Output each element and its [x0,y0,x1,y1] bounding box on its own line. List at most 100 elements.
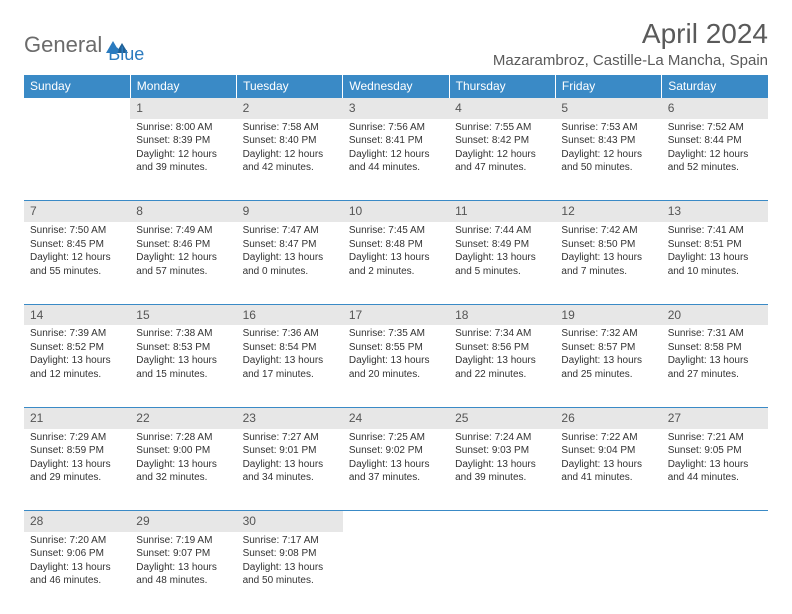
day-d2: and 50 minutes. [243,574,337,588]
day-sunset: Sunset: 9:01 PM [243,444,337,458]
day-cell: Sunrise: 7:55 AMSunset: 8:42 PMDaylight:… [449,119,555,201]
day-sunrise: Sunrise: 7:44 AM [455,224,549,238]
day-sunrise: Sunrise: 7:28 AM [136,431,230,445]
day-cell: Sunrise: 7:20 AMSunset: 9:06 PMDaylight:… [24,532,130,614]
day-number: 2 [237,98,343,119]
day-d1: Daylight: 13 hours [30,354,124,368]
day-sunset: Sunset: 8:55 PM [349,341,443,355]
day-sunset: Sunset: 8:39 PM [136,134,230,148]
day-sunset: Sunset: 9:02 PM [349,444,443,458]
day-cell: Sunrise: 7:45 AMSunset: 8:48 PMDaylight:… [343,222,449,304]
day-data-row: Sunrise: 7:20 AMSunset: 9:06 PM Daylight:… [24,532,768,614]
day-sunrise: Sunrise: 7:58 AM [243,121,337,135]
day-number: 6 [662,98,768,119]
day-cell: Sunrise: 7:44 AMSunset: 8:49 PMDaylight:… [449,222,555,304]
day-sunrise: Sunrise: 7:19 AM [136,534,230,548]
logo: General Blue [24,24,144,65]
day-number [662,511,768,532]
title-block: April 2024 Mazarambroz, Castille-La Manc… [493,18,768,69]
day-number: 21 [24,407,130,428]
day-sunrise: Sunrise: 7:20 AM [30,534,124,548]
day-d1: Daylight: 13 hours [349,458,443,472]
day-sunrise: Sunrise: 7:25 AM [349,431,443,445]
day-sunrise: Sunrise: 7:53 AM [561,121,655,135]
day-cell [449,532,555,614]
day-d1: Daylight: 13 hours [455,354,549,368]
day-cell: Sunrise: 7:24 AMSunset: 9:03 PMDaylight:… [449,429,555,511]
day-cell: Sunrise: 7:31 AMSunset: 8:58 PMDaylight:… [662,325,768,407]
weekday-header: Thursday [449,75,555,98]
day-sunset: Sunset: 8:43 PM [561,134,655,148]
day-sunrise: Sunrise: 7:38 AM [136,327,230,341]
day-data-row: Sunrise: 7:50 AMSunset: 8:45 PMDaylight:… [24,222,768,304]
day-cell [24,119,130,201]
day-number: 5 [555,98,661,119]
day-sunrise: Sunrise: 7:45 AM [349,224,443,238]
day-cell: Sunrise: 7:29 AMSunset: 8:59 PMDaylight:… [24,429,130,511]
day-sunset: Sunset: 8:50 PM [561,238,655,252]
day-number: 28 [24,511,130,532]
weekday-header-row: Sunday Monday Tuesday Wednesday Thursday… [24,75,768,98]
day-sunrise: Sunrise: 7:22 AM [561,431,655,445]
day-d1: Daylight: 12 hours [668,148,762,162]
day-cell: Sunrise: 7:39 AMSunset: 8:52 PMDaylight:… [24,325,130,407]
day-d2: and 37 minutes. [349,471,443,485]
day-number: 12 [555,201,661,222]
day-d1: Daylight: 13 hours [243,354,337,368]
day-d2: and 34 minutes. [243,471,337,485]
weekday-header: Saturday [662,75,768,98]
day-d2: and 17 minutes. [243,368,337,382]
day-sunrise: Sunrise: 7:56 AM [349,121,443,135]
day-number: 16 [237,304,343,325]
day-d2: and 27 minutes. [668,368,762,382]
day-d2: and 32 minutes. [136,471,230,485]
calendar-table: Sunday Monday Tuesday Wednesday Thursday… [24,75,768,614]
day-sunset: Sunset: 8:40 PM [243,134,337,148]
logo-text-general: General [24,32,102,58]
day-cell [662,532,768,614]
day-d1: Daylight: 13 hours [136,458,230,472]
day-d1: Daylight: 13 hours [30,458,124,472]
day-number: 18 [449,304,555,325]
day-cell: Sunrise: 7:32 AMSunset: 8:57 PMDaylight:… [555,325,661,407]
day-data-row: Sunrise: 7:29 AMSunset: 8:59 PMDaylight:… [24,429,768,511]
day-number: 15 [130,304,236,325]
day-d1: Daylight: 12 hours [243,148,337,162]
day-sunset: Sunset: 8:47 PM [243,238,337,252]
day-d1: Daylight: 13 hours [243,458,337,472]
day-d1: Daylight: 13 hours [136,561,230,575]
day-data-row: Sunrise: 8:00 AMSunset: 8:39 PMDaylight:… [24,119,768,201]
day-number: 30 [237,511,343,532]
day-number [555,511,661,532]
day-d1: Daylight: 12 hours [30,251,124,265]
day-number: 8 [130,201,236,222]
day-d1: Daylight: 13 hours [455,458,549,472]
day-sunset: Sunset: 8:53 PM [136,341,230,355]
day-sunrise: Sunrise: 7:47 AM [243,224,337,238]
day-d1: Daylight: 13 hours [455,251,549,265]
day-d2: and 52 minutes. [668,161,762,175]
day-d1: Daylight: 13 hours [136,354,230,368]
day-sunset: Sunset: 8:46 PM [136,238,230,252]
day-sunset: Sunset: 8:49 PM [455,238,549,252]
day-cell: Sunrise: 7:38 AMSunset: 8:53 PMDaylight:… [130,325,236,407]
day-sunset: Sunset: 9:08 PM [243,547,337,561]
day-cell: Sunrise: 7:21 AMSunset: 9:05 PMDaylight:… [662,429,768,511]
day-sunset: Sunset: 9:04 PM [561,444,655,458]
day-number: 24 [343,407,449,428]
day-d2: and 42 minutes. [243,161,337,175]
day-cell: Sunrise: 7:17 AMSunset: 9:08 PMDaylight:… [237,532,343,614]
day-sunrise: Sunrise: 7:34 AM [455,327,549,341]
day-sunrise: Sunrise: 7:24 AM [455,431,549,445]
day-d2: and 55 minutes. [30,265,124,279]
day-number: 29 [130,511,236,532]
weekday-header: Friday [555,75,661,98]
weekday-header: Monday [130,75,236,98]
day-d2: and 41 minutes. [561,471,655,485]
day-d2: and 15 minutes. [136,368,230,382]
day-sunset: Sunset: 8:41 PM [349,134,443,148]
day-d2: and 7 minutes. [561,265,655,279]
day-sunset: Sunset: 9:06 PM [30,547,124,561]
day-number: 7 [24,201,130,222]
day-d1: Daylight: 13 hours [349,354,443,368]
